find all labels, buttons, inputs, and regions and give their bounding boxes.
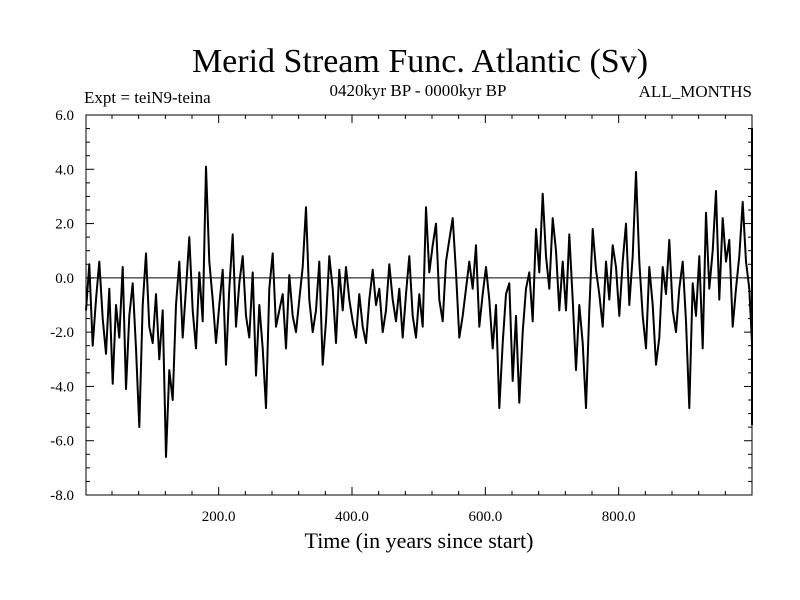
x-tick-label: 400.0 xyxy=(335,509,369,525)
x-axis: 200.0 400.0 600.0 800.0 xyxy=(111,115,726,525)
time-range-label: 0420kyr BP - 0000kyr BP xyxy=(330,81,507,100)
x-tick-label: 800.0 xyxy=(602,509,636,525)
y-tick-label: -8.0 xyxy=(50,488,74,504)
months-label: ALL_MONTHS xyxy=(639,82,752,101)
chart-title: Merid Stream Func. Atlantic (Sv) xyxy=(192,43,648,80)
y-tick-label: -2.0 xyxy=(50,325,74,341)
x-tick-label: 600.0 xyxy=(468,509,502,525)
y-tick-label: 4.0 xyxy=(55,162,74,178)
y-tick-label: -4.0 xyxy=(50,379,74,395)
experiment-label: Expt = teiN9-teina xyxy=(84,88,211,107)
y-tick-label: 0.0 xyxy=(55,271,74,287)
stream-function-series-line xyxy=(85,127,753,458)
y-tick-label: -6.0 xyxy=(50,434,74,450)
y-tick-label: 2.0 xyxy=(55,217,74,233)
x-axis-title: Time (in years since start) xyxy=(305,528,534,553)
y-axis: 6.0 4.0 2.0 0.0 -2.0 -4.0 -6.0 -8.0 xyxy=(50,108,752,504)
x-tick-label: 200.0 xyxy=(202,509,236,525)
y-tick-label: 6.0 xyxy=(55,108,74,124)
